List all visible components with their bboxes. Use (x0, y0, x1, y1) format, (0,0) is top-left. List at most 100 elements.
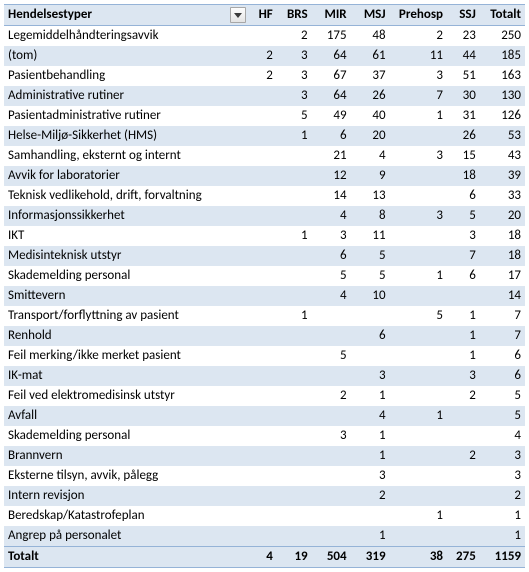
data-cell (390, 526, 447, 547)
data-cell (447, 406, 480, 426)
data-cell: 130 (480, 86, 525, 106)
data-cell: 33 (480, 186, 525, 206)
data-cell: 5 (447, 206, 480, 226)
table-row: IK-mat336 (4, 366, 525, 386)
footer-row: Totalt 4 19 504 319 38 275 1159 (4, 547, 525, 568)
data-cell (248, 466, 277, 486)
data-cell: 1 (390, 406, 447, 426)
data-cell (248, 166, 277, 186)
data-cell: 7 (480, 326, 525, 346)
header-row: Hendelsestyper HF BRS MIR MSJ Prehosp SS… (4, 5, 525, 26)
data-cell: 14 (480, 286, 525, 306)
data-cell: 2 (480, 486, 525, 506)
data-cell: 2 (312, 386, 351, 406)
data-cell (390, 186, 447, 206)
data-cell (390, 446, 447, 466)
table-row: Brannvern123 (4, 446, 525, 466)
col-header: SSJ (447, 5, 480, 26)
data-cell (447, 526, 480, 547)
row-label: Angrep på personalet (4, 526, 248, 547)
data-cell: 61 (351, 46, 390, 66)
data-cell: 1 (390, 506, 447, 526)
data-cell: 51 (447, 66, 480, 86)
data-cell: 3 (351, 366, 390, 386)
data-cell (447, 466, 480, 486)
data-cell (248, 246, 277, 266)
data-cell: 20 (480, 206, 525, 226)
table-row: Transport/forflyttning av pasient1517 (4, 306, 525, 326)
row-label: Skademelding personal (4, 426, 248, 446)
data-cell: 11 (351, 226, 390, 246)
pivot-table: Hendelsestyper HF BRS MIR MSJ Prehosp SS… (4, 4, 525, 568)
row-label: IK-mat (4, 366, 248, 386)
data-cell: 14 (312, 186, 351, 206)
data-cell: 4 (351, 146, 390, 166)
data-cell (248, 106, 277, 126)
row-label: Skademelding personal (4, 266, 248, 286)
data-cell: 8 (351, 206, 390, 226)
table-row: Angrep på personalet11 (4, 526, 525, 547)
data-cell: 1 (390, 266, 447, 286)
header-label: Hendelsestyper (8, 7, 92, 22)
data-cell: 5 (390, 306, 447, 326)
data-cell: 126 (480, 106, 525, 126)
col-header: MIR (312, 5, 351, 26)
data-cell: 64 (312, 86, 351, 106)
header-label-cell: Hendelsestyper (4, 5, 248, 26)
data-cell: 37 (351, 66, 390, 86)
data-cell (248, 526, 277, 547)
data-cell (390, 226, 447, 246)
data-cell: 6 (480, 346, 525, 366)
data-cell (277, 286, 312, 306)
table-row: Administrative rutiner36426730130 (4, 86, 525, 106)
data-cell: 1 (277, 226, 312, 246)
filter-dropdown-button[interactable] (230, 7, 246, 23)
data-cell: 7 (480, 306, 525, 326)
data-cell (312, 306, 351, 326)
data-cell: 39 (480, 166, 525, 186)
data-cell (277, 446, 312, 466)
table-row: Feil merking/ikke merket pasient516 (4, 346, 525, 366)
data-cell: 11 (390, 46, 447, 66)
table-row: Skademelding personal314 (4, 426, 525, 446)
data-cell: 17 (480, 266, 525, 286)
row-label: Eksterne tilsyn, avvik, pålegg (4, 466, 248, 486)
data-cell (277, 206, 312, 226)
data-cell (248, 426, 277, 446)
footer-cell: 319 (351, 547, 390, 568)
footer-cell: 1159 (480, 547, 525, 568)
row-label: Feil ved elektromedisinsk utstyr (4, 386, 248, 406)
table-row: Avvik for laboratorier1291839 (4, 166, 525, 186)
data-cell: 250 (480, 26, 525, 47)
data-cell: 23 (447, 26, 480, 47)
table-row: (tom)2364611144185 (4, 46, 525, 66)
data-cell (277, 386, 312, 406)
data-cell: 3 (312, 426, 351, 446)
data-cell (312, 406, 351, 426)
data-cell: 7 (390, 86, 447, 106)
data-cell (390, 426, 447, 446)
data-cell (312, 506, 351, 526)
data-cell (390, 246, 447, 266)
data-cell: 67 (312, 66, 351, 86)
data-cell (248, 126, 277, 146)
data-cell: 1 (390, 106, 447, 126)
table-row: Helse-Miljø-Sikkerhet (HMS)16202653 (4, 126, 525, 146)
row-label: Smittevern (4, 286, 248, 306)
data-cell (351, 306, 390, 326)
data-cell (248, 306, 277, 326)
data-cell: 2 (351, 486, 390, 506)
data-cell: 13 (351, 186, 390, 206)
data-cell (248, 206, 277, 226)
data-cell: 48 (351, 26, 390, 47)
data-cell: 18 (480, 246, 525, 266)
data-cell: 3 (480, 446, 525, 466)
data-cell: 18 (447, 166, 480, 186)
table-row: Legemiddelhåndteringsavvik217548223250 (4, 26, 525, 47)
data-cell (248, 326, 277, 346)
chevron-down-icon (234, 13, 242, 18)
data-cell (277, 246, 312, 266)
data-cell (248, 226, 277, 246)
data-cell (312, 366, 351, 386)
data-cell: 44 (447, 46, 480, 66)
